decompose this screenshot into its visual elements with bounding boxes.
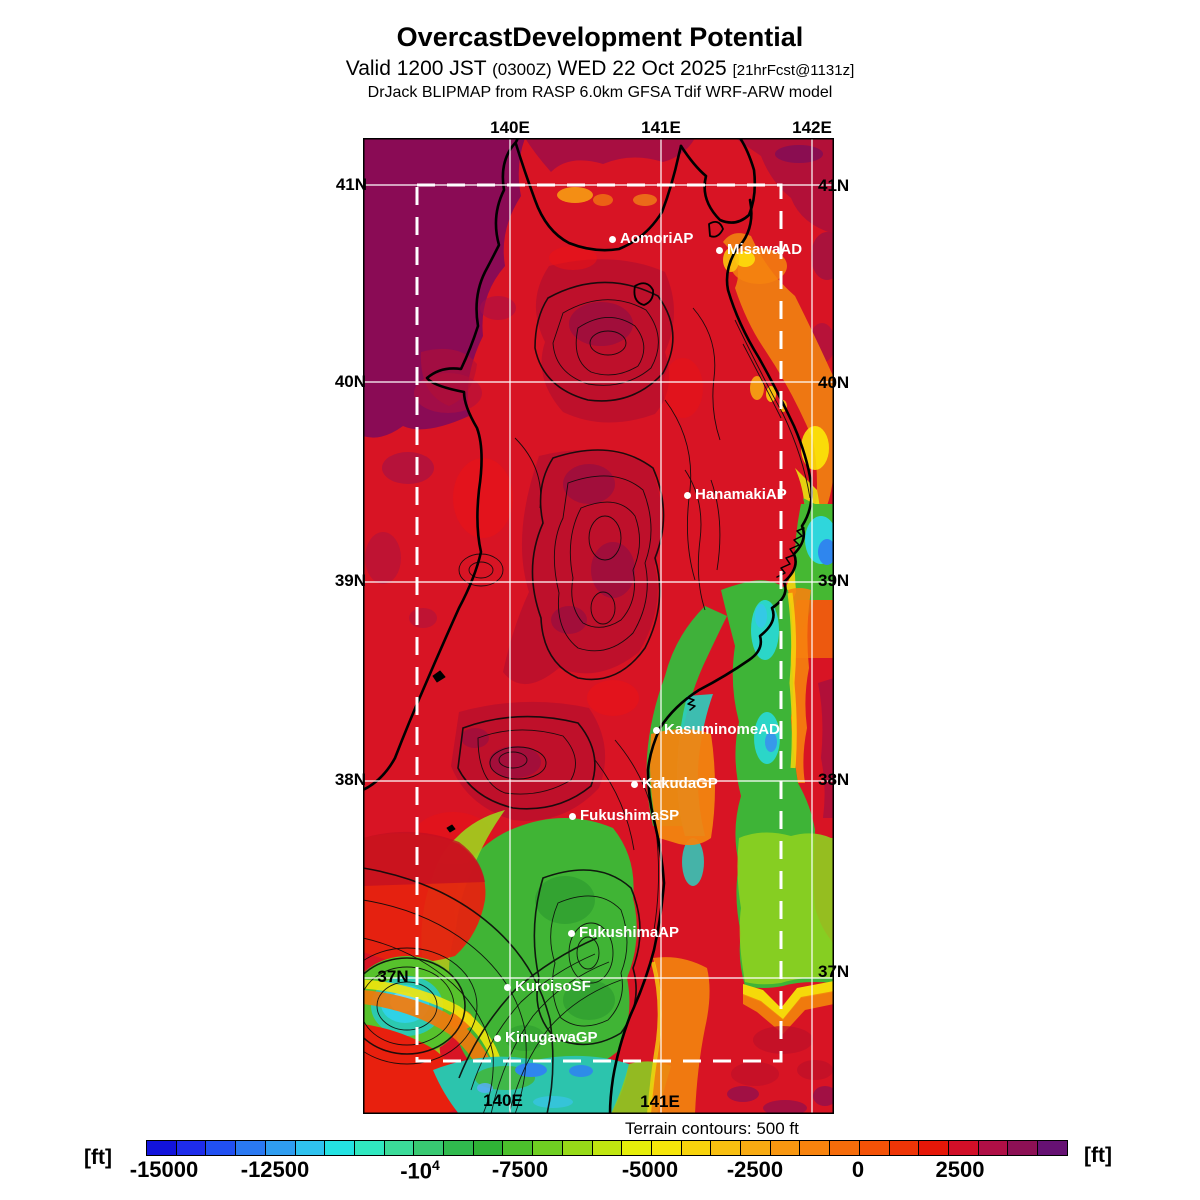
colorbar-tick: -104 <box>400 1157 440 1184</box>
colorbar-tick: 0 <box>851 1157 865 1182</box>
colorbar-cell <box>740 1141 770 1155</box>
map-border <box>363 138 834 1114</box>
grid-label-left-39n: 39N <box>334 571 366 590</box>
model-domain-boundary <box>415 183 783 1063</box>
grid-label-left-38n: 38N <box>334 770 366 789</box>
colorbar-cell <box>888 1141 919 1155</box>
colorbar-cell <box>324 1141 354 1155</box>
map-canvas <box>336 136 843 1117</box>
colorbar-cell <box>650 1141 681 1155</box>
colorbar-cell <box>205 1141 236 1155</box>
colorbar-cell <box>264 1141 295 1155</box>
colorbar-cell <box>1007 1141 1038 1155</box>
colorbar-cell <box>443 1141 473 1155</box>
colorbar-tick: -2500 <box>726 1157 784 1182</box>
colorbar-unit-right: [ft] <box>1084 1144 1112 1167</box>
colorbar-cell <box>1037 1141 1067 1155</box>
colorbar-cell <box>918 1141 948 1155</box>
colorbar-cell <box>413 1141 444 1155</box>
colorbar-cell <box>294 1141 325 1155</box>
colorbar-cell <box>947 1141 978 1155</box>
coastline <box>361 136 813 1116</box>
colorbar-cell <box>710 1141 741 1155</box>
colorbar-tick: 2500 <box>935 1157 985 1182</box>
colorbar-tick-labels: -15000 -12500 -104 -7500 -5000 -2500 0 2500 <box>130 1157 1068 1185</box>
grid-label-left-40n: 40N <box>334 372 366 391</box>
elevation-colorbar <box>146 1140 1068 1156</box>
colorbar-cell <box>858 1141 889 1155</box>
colorbar-cell <box>591 1141 622 1155</box>
colorbar-tick: -7500 <box>491 1157 549 1182</box>
grid-label-top-140e: 140E <box>490 118 530 137</box>
zulu-time: (0300Z) <box>492 60 552 79</box>
colorbar-cell <box>799 1141 830 1155</box>
colorbar-unit-left: [ft] <box>84 1146 112 1169</box>
colorbar-cell <box>680 1141 711 1155</box>
colorbar-cell <box>621 1141 651 1155</box>
colorbar-cell <box>147 1141 176 1155</box>
terrain-contours-note: Terrain contours: 500 ft <box>625 1119 799 1138</box>
valid-time: Valid 1200 JST <box>345 57 487 80</box>
page-title: OvercastDevelopment Potential <box>396 22 804 52</box>
colorbar-cell <box>502 1141 533 1155</box>
colorbar-cell <box>532 1141 562 1155</box>
forecast-info: [21hrFcst@1131z] <box>732 62 855 79</box>
field-colors <box>349 138 843 1117</box>
colorbar-cell <box>472 1141 503 1155</box>
colorbar-tick: -12500 <box>240 1157 310 1182</box>
forecast-map <box>336 136 843 1117</box>
colorbar-cell <box>829 1141 859 1155</box>
valid-date: WED 22 Oct 2025 <box>557 57 727 80</box>
colorbar-cell <box>561 1141 592 1155</box>
colorbar-cell <box>353 1141 384 1155</box>
colorbar-cell <box>977 1141 1008 1155</box>
colorbar-tick: -5000 <box>621 1157 679 1182</box>
colorbar-cell <box>235 1141 265 1155</box>
colorbar-cell <box>383 1141 414 1155</box>
colorbar-tick: -15000 <box>129 1157 199 1182</box>
model-line: DrJack BLIPMAP from RASP 6.0km GFSA Tdif… <box>367 84 833 101</box>
colorbar-cell <box>769 1141 800 1155</box>
valid-time-line: Valid 1200 JST (0300Z) WED 22 Oct 2025 [… <box>0 57 1200 81</box>
grid-label-top-142e: 142E <box>792 118 832 137</box>
colorbar-cell <box>175 1141 206 1155</box>
grid-label-top-141e: 141E <box>641 118 681 137</box>
